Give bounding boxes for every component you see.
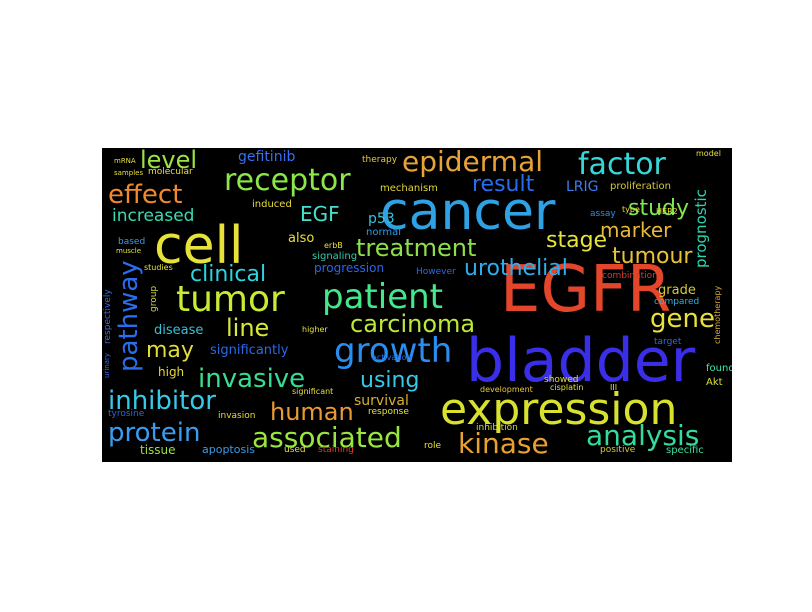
word-significant: significant bbox=[292, 387, 334, 396]
word-higher: higher bbox=[302, 325, 328, 334]
word-receptor: receptor bbox=[224, 163, 351, 198]
word-role: role bbox=[424, 441, 442, 451]
word-level: level bbox=[140, 148, 198, 174]
word-group: group bbox=[149, 285, 159, 312]
word-associated: associated bbox=[252, 421, 402, 454]
word-staining: staining bbox=[318, 445, 354, 455]
word-development: development bbox=[480, 385, 533, 394]
word-akt: Akt bbox=[706, 377, 723, 388]
word-activation: activation bbox=[372, 353, 412, 362]
word-significantly: significantly bbox=[210, 343, 289, 358]
word-showed: showed bbox=[544, 375, 579, 385]
word-induced: induced bbox=[252, 199, 292, 210]
word-mrna: mRNA bbox=[114, 157, 136, 165]
word-urothelial: urothelial bbox=[464, 256, 568, 281]
word-using: using bbox=[360, 368, 420, 393]
word-her2: HER2 bbox=[656, 207, 678, 216]
word-apoptosis: apoptosis bbox=[202, 443, 255, 456]
word-grade: grade bbox=[658, 283, 696, 298]
word-muscle: muscle bbox=[116, 247, 142, 255]
word-bladder: bladder bbox=[466, 326, 696, 396]
word-cloud: EGFR bladder cancer cell expression tumo… bbox=[102, 148, 732, 462]
word-clinical: clinical bbox=[190, 262, 267, 287]
word-study: study bbox=[628, 196, 690, 221]
word-prognostic: prognostic bbox=[692, 189, 710, 268]
word-p53: p53 bbox=[368, 211, 395, 227]
word-invasive: invasive bbox=[198, 364, 306, 394]
word-samples: samples bbox=[114, 169, 144, 177]
word-target: target bbox=[654, 337, 682, 347]
word-respectively: respectively bbox=[103, 289, 113, 344]
word-egfr: EGFR bbox=[500, 253, 672, 327]
word-carcinoma: carcinoma bbox=[350, 310, 476, 338]
word-invasion: invasion bbox=[218, 411, 256, 421]
word-lrig: LRIG bbox=[566, 179, 599, 195]
word-proliferation: proliferation bbox=[610, 181, 671, 192]
word-survival: survival bbox=[354, 393, 409, 409]
word-growth: growth bbox=[334, 331, 453, 371]
word-erbb: erbB bbox=[324, 241, 343, 250]
word-high: high bbox=[158, 365, 185, 379]
word-cancer: cancer bbox=[380, 182, 556, 242]
word-therapy: therapy bbox=[362, 155, 398, 165]
word-cisplatin: cisplatin bbox=[550, 383, 584, 392]
word-found: found bbox=[706, 363, 732, 374]
word-kinase: kinase bbox=[458, 427, 549, 460]
word-treatment: treatment bbox=[356, 234, 477, 262]
word-iii: III bbox=[610, 383, 618, 392]
word-cell: cell bbox=[154, 216, 244, 276]
word-inhibition: inhibition bbox=[476, 423, 518, 433]
word-tumour: tumour bbox=[612, 244, 693, 269]
word-human: human bbox=[270, 398, 354, 426]
word-type: type bbox=[622, 205, 640, 214]
word-epidermal: epidermal bbox=[402, 148, 544, 178]
word-protein: protein bbox=[108, 418, 201, 448]
word-model: model bbox=[696, 149, 721, 158]
word-gene: gene bbox=[650, 304, 715, 334]
word-increased: increased bbox=[112, 206, 195, 226]
word-disease: disease bbox=[154, 323, 204, 338]
word-patient: patient bbox=[322, 277, 443, 317]
word-however: However bbox=[416, 267, 456, 277]
word-molecular: molecular bbox=[148, 167, 193, 177]
word-tyrosine: tyrosine bbox=[108, 409, 145, 419]
word-analysis: analysis bbox=[586, 419, 700, 452]
word-tissue: tissue bbox=[140, 443, 176, 457]
word-effect: effect bbox=[108, 180, 183, 210]
word-also: also bbox=[288, 231, 315, 246]
word-based: based bbox=[118, 237, 146, 247]
word-studies: studies bbox=[144, 263, 173, 272]
word-tumor: tumor bbox=[176, 279, 285, 320]
word-inhibitor: inhibitor bbox=[108, 386, 216, 416]
word-signaling: signaling bbox=[312, 251, 358, 262]
word-response: response bbox=[368, 407, 409, 417]
word-gefitinib: gefitinib bbox=[238, 149, 296, 165]
word-normal: normal bbox=[366, 227, 402, 238]
word-combination: combination bbox=[602, 271, 658, 281]
word-mechanism: mechanism bbox=[380, 183, 438, 194]
word-may: may bbox=[146, 338, 194, 363]
word-positive: positive bbox=[600, 445, 636, 455]
word-line: line bbox=[226, 314, 270, 342]
word-assay: assay bbox=[590, 209, 616, 219]
word-result: result bbox=[472, 172, 535, 197]
word-pathway: pathway bbox=[114, 260, 144, 372]
word-egf: EGF bbox=[300, 202, 340, 226]
word-factor: factor bbox=[578, 148, 666, 182]
word-expression: expression bbox=[440, 384, 678, 435]
word-marker: marker bbox=[600, 218, 672, 242]
word-compared: compared bbox=[654, 297, 700, 307]
word-chemotherapy: chemotherapy bbox=[713, 285, 722, 344]
word-progression: progression bbox=[314, 261, 385, 275]
word-urinary: urinary bbox=[103, 352, 111, 378]
word-specific: specific bbox=[666, 445, 704, 456]
word-stage: stage bbox=[546, 228, 608, 253]
word-used: used bbox=[284, 445, 306, 455]
